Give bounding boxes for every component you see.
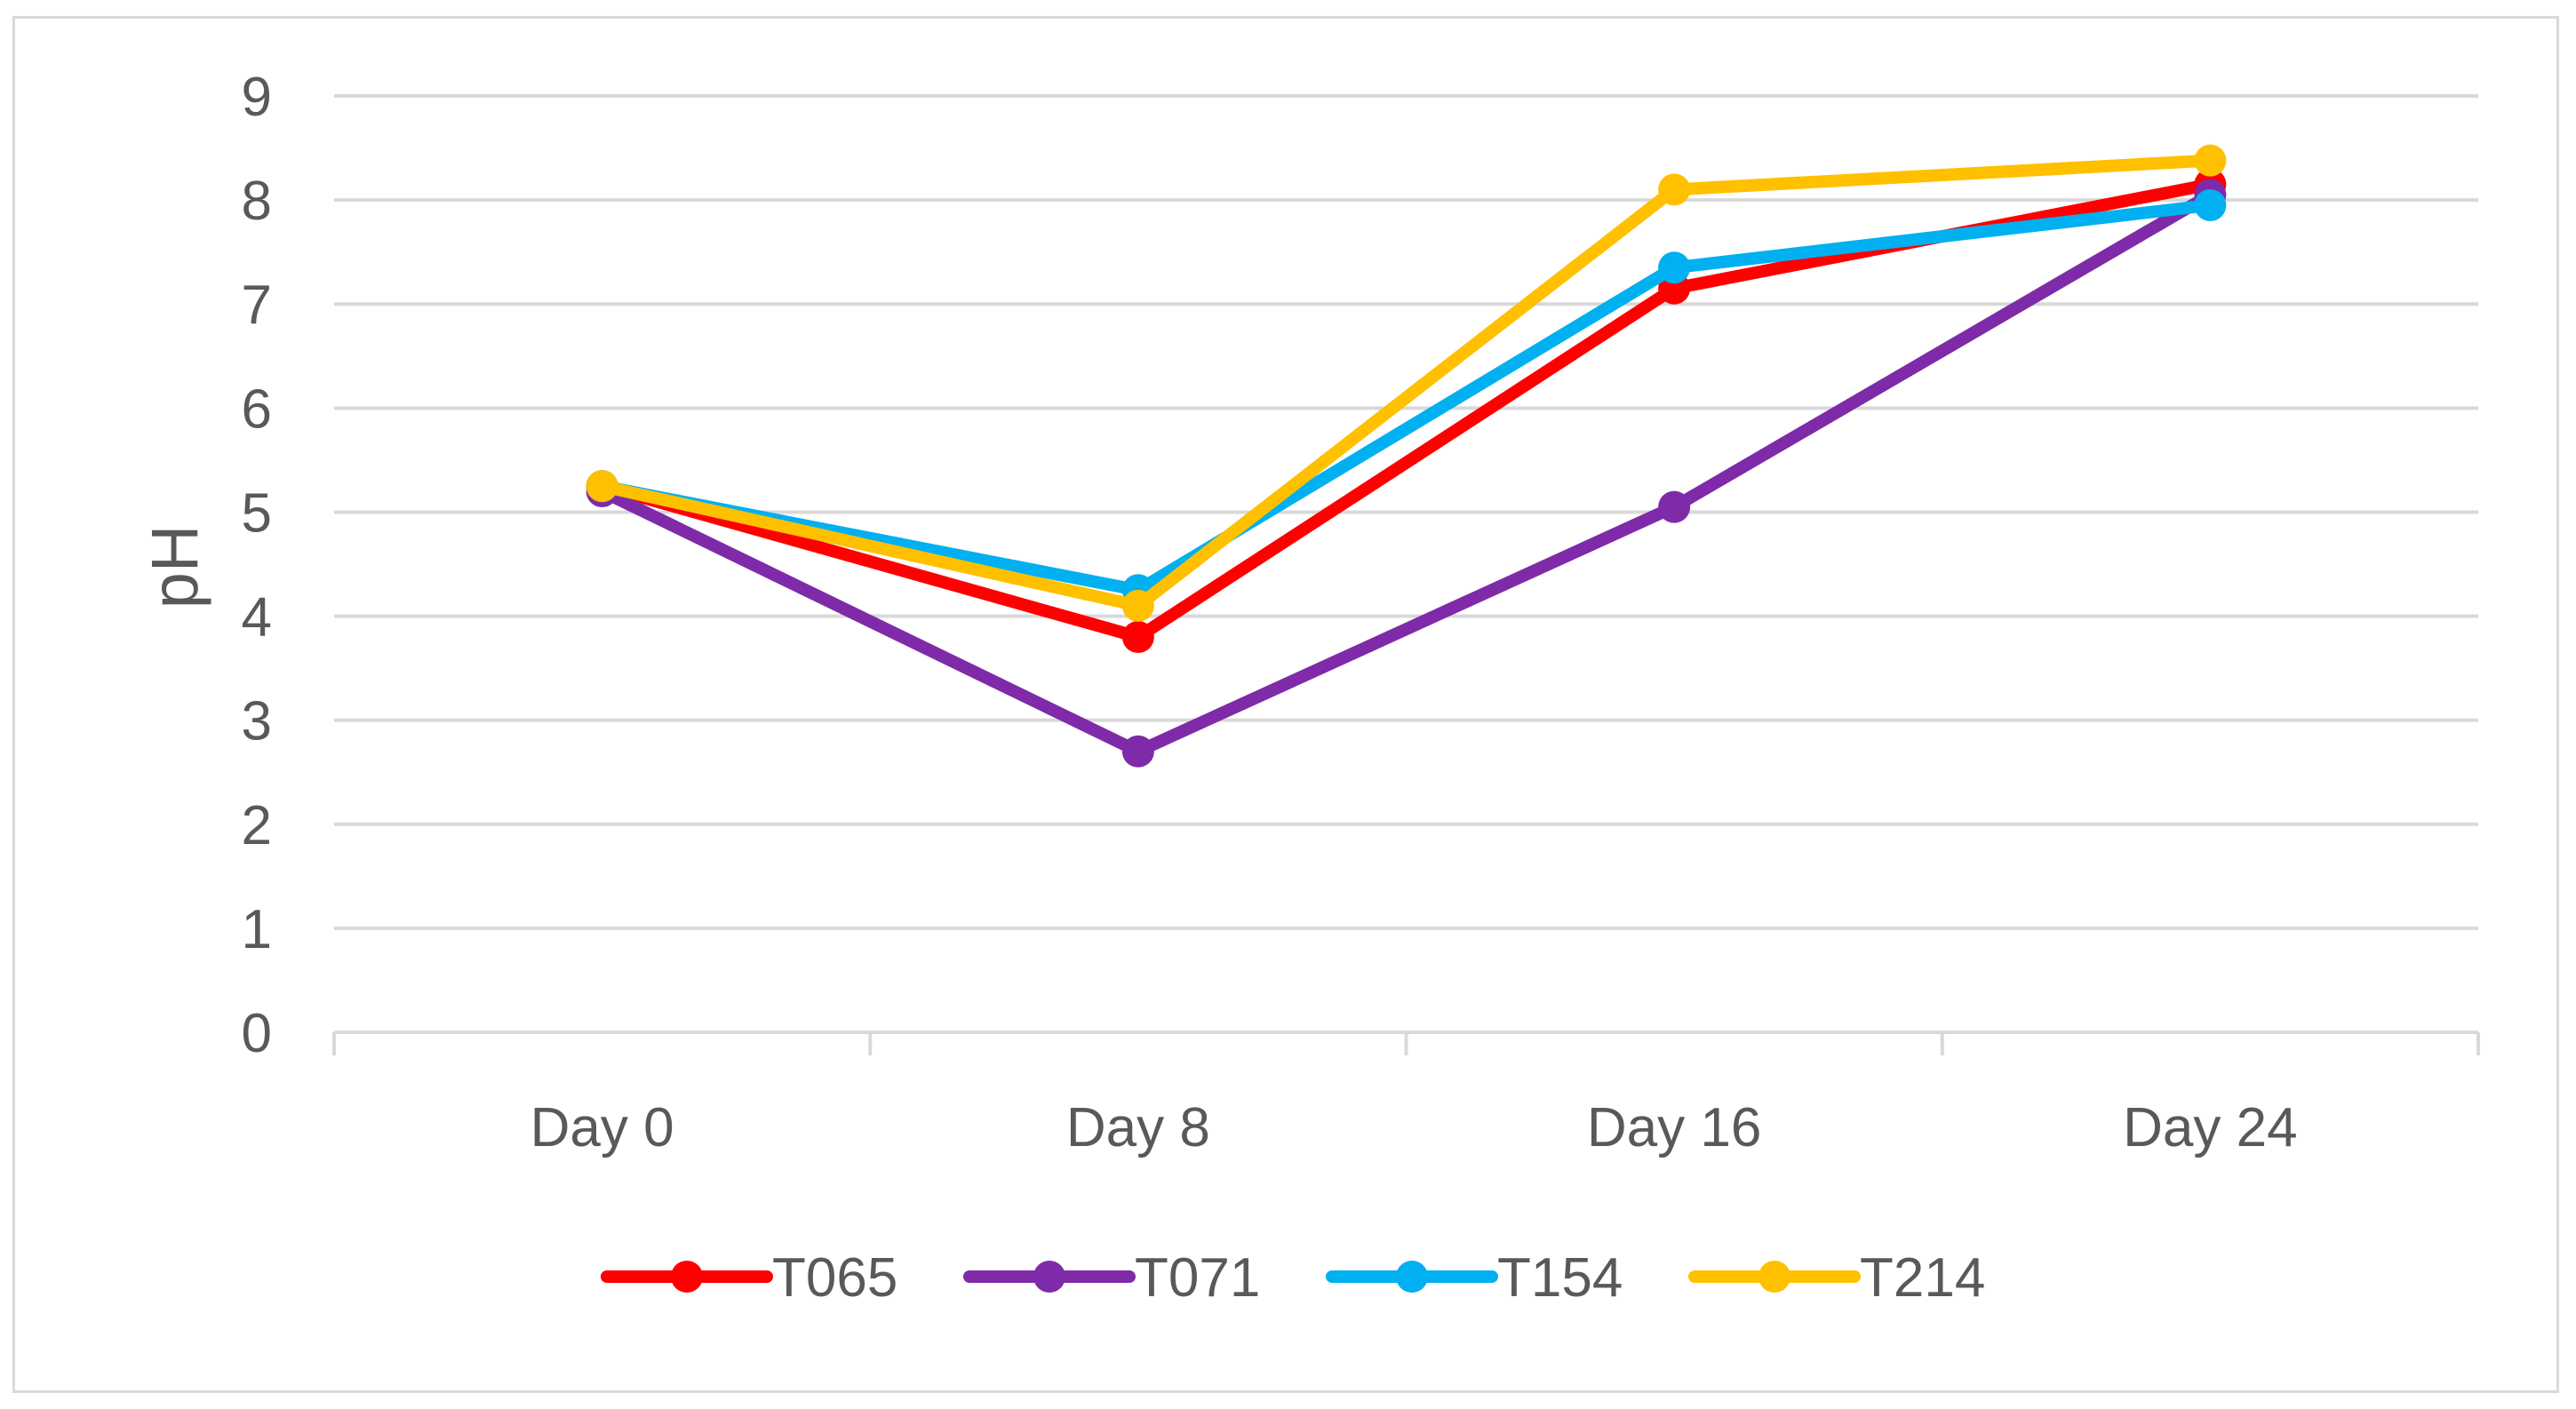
y-axis-label: pH: [138, 525, 211, 609]
data-point: [1658, 251, 1691, 284]
y-tick-label: 1: [242, 899, 272, 960]
x-tick-label: Day 8: [1066, 1097, 1210, 1158]
x-axis: [332, 1031, 2480, 1055]
y-tick-label: 5: [242, 482, 272, 544]
series-t071: [586, 179, 2227, 768]
series-t214: [586, 144, 2227, 622]
data-point: [2194, 188, 2227, 221]
y-tick-label: 9: [242, 67, 272, 128]
y-tick-label: 6: [242, 378, 272, 440]
x-axis-ticks: Day 0 Day 8 Day 16 Day 24: [530, 1097, 2298, 1158]
y-tick-label: 0: [242, 1003, 272, 1064]
series-line: [595, 178, 2217, 643]
legend-label: T154: [1497, 1247, 1623, 1309]
legend-label: T071: [1135, 1247, 1260, 1309]
data-point: [586, 470, 618, 503]
series-line: [595, 188, 2217, 758]
legend-swatch-marker: [1033, 1261, 1065, 1293]
series-line: [595, 198, 2217, 597]
data-point: [1121, 735, 1154, 768]
data-point: [1121, 620, 1154, 653]
series-t065: [586, 168, 2227, 653]
legend-label: T214: [1860, 1247, 1985, 1309]
legend-item-t065: T065: [601, 1247, 897, 1309]
legend-swatch-marker: [1396, 1261, 1428, 1293]
data-point: [2194, 144, 2227, 177]
legend-item-t154: T154: [1326, 1247, 1623, 1309]
y-tick-label: 8: [242, 171, 272, 232]
series-lines: [586, 144, 2227, 768]
x-tick-label: Day 24: [2123, 1097, 2297, 1158]
y-tick-label: 4: [242, 587, 272, 649]
legend-item-t214: T214: [1688, 1247, 1985, 1309]
y-axis-ticks: 0 1 2 3 4 5 6 7 8 9: [242, 67, 272, 1064]
x-tick-label: Day 0: [530, 1097, 674, 1158]
y-tick-label: 7: [242, 275, 272, 336]
series-line: [595, 154, 2217, 612]
gridlines: [334, 94, 2478, 930]
legend-swatch-marker: [671, 1261, 703, 1293]
legend-label: T065: [772, 1247, 897, 1309]
data-point: [1658, 490, 1691, 523]
x-tick-label: Day 16: [1587, 1097, 1761, 1158]
legend-item-t071: T071: [963, 1247, 1260, 1309]
y-tick-label: 2: [242, 795, 272, 856]
legend: T065 T071 T154 T214: [601, 1247, 1985, 1309]
data-point: [1121, 589, 1154, 622]
data-point: [1658, 173, 1691, 206]
y-tick-label: 3: [242, 691, 272, 752]
legend-swatch-marker: [1759, 1261, 1790, 1293]
